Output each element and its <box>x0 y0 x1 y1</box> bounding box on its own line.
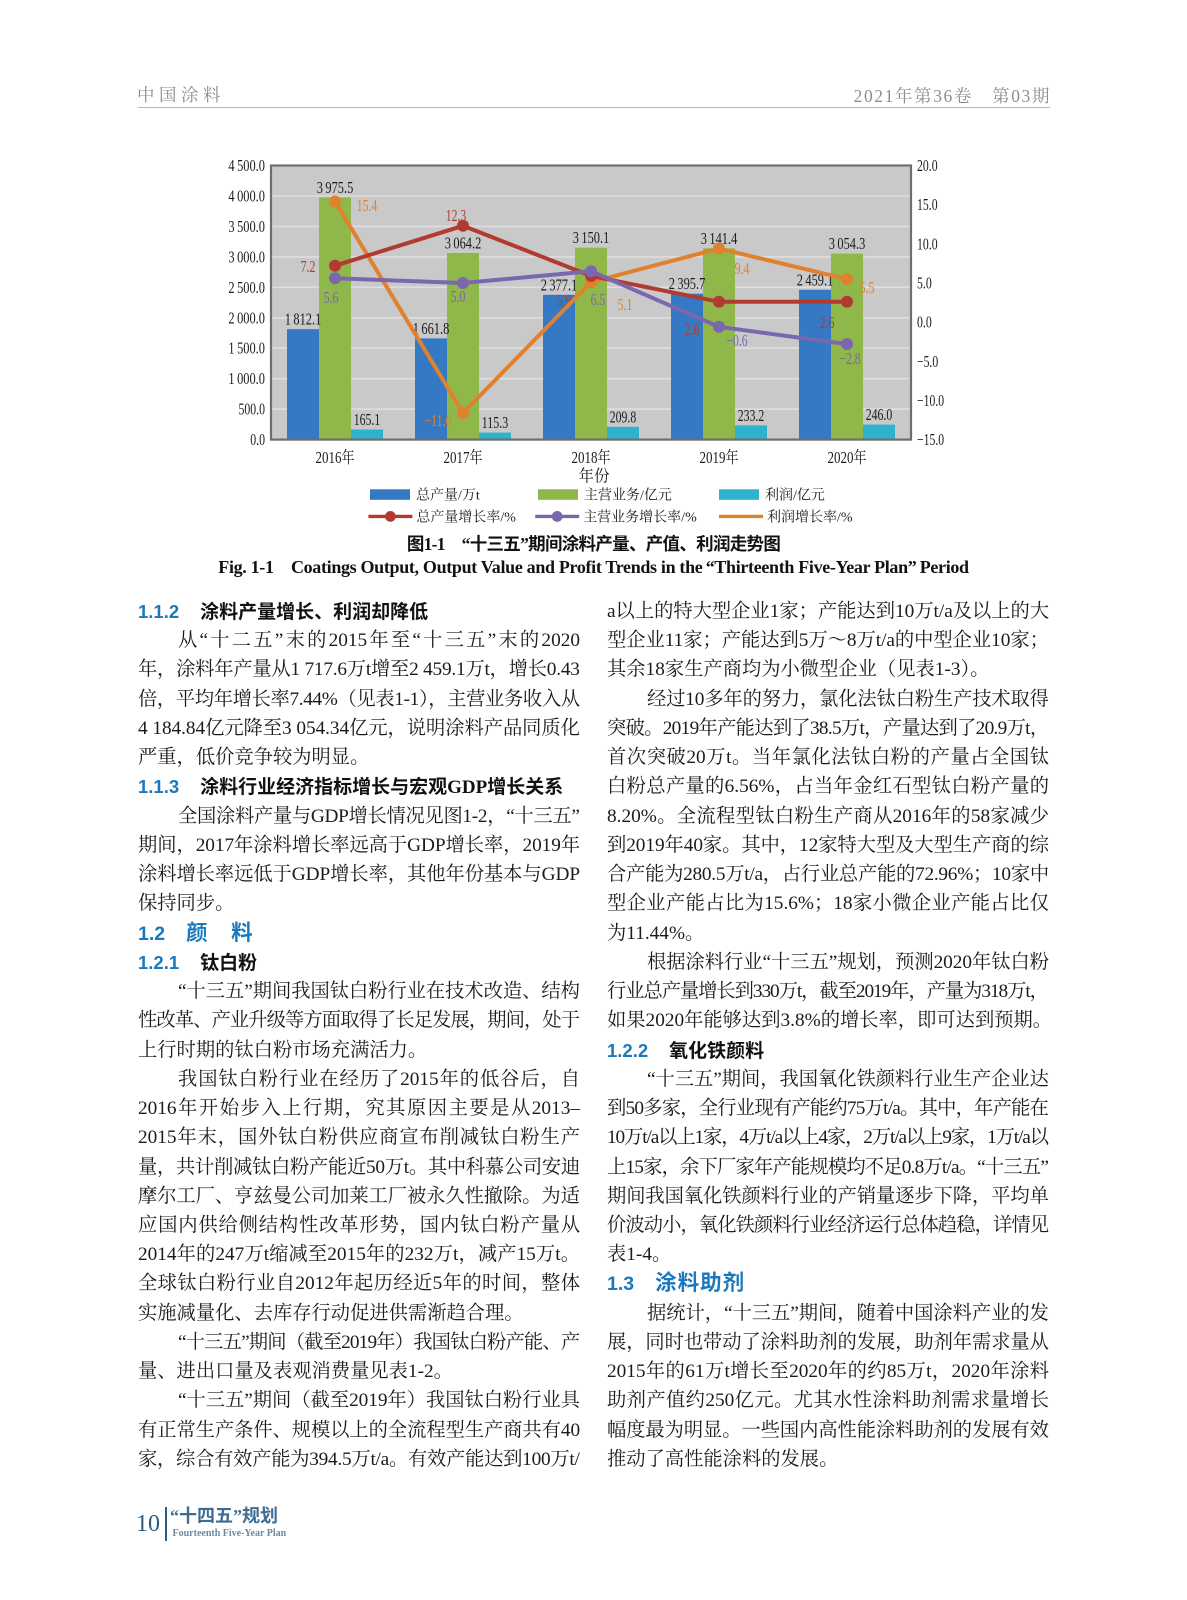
svg-text:−15.0: −15.0 <box>917 430 944 449</box>
svg-text:2.6: 2.6 <box>820 313 835 332</box>
svg-text:6.5: 6.5 <box>591 290 606 309</box>
svg-text:年份: 年份 <box>579 466 610 486</box>
svg-text:10.0: 10.0 <box>917 234 938 253</box>
svg-text:115.3: 115.3 <box>482 413 509 432</box>
svg-text:165.1: 165.1 <box>354 410 381 429</box>
svg-text:5.0: 5.0 <box>451 287 466 306</box>
svg-text:233.2: 233.2 <box>738 406 765 425</box>
svg-text:−0.6: −0.6 <box>726 331 747 350</box>
svg-text:7.2: 7.2 <box>301 257 316 276</box>
svg-text:3 000.0: 3 000.0 <box>228 247 265 266</box>
svg-text:209.8: 209.8 <box>610 407 637 426</box>
svg-text:15.4: 15.4 <box>357 196 378 215</box>
svg-text:2 377.1: 2 377.1 <box>541 275 578 294</box>
svg-text:利润增长率/%: 利润增长率/% <box>767 509 853 526</box>
svg-text:2020年: 2020年 <box>828 447 867 467</box>
svg-text:−2.8: −2.8 <box>839 349 860 368</box>
svg-text:15.0: 15.0 <box>917 195 938 214</box>
svg-text:总产量增长率/%: 总产量增长率/% <box>416 509 516 526</box>
svg-text:2.6: 2.6 <box>685 320 700 339</box>
svg-text:4 000.0: 4 000.0 <box>228 187 265 206</box>
svg-text:500.0: 500.0 <box>239 400 266 419</box>
svg-text:5.6: 5.6 <box>324 288 339 307</box>
svg-text:总产量/万t: 总产量/万t <box>416 487 480 504</box>
svg-text:1 500.0: 1 500.0 <box>228 339 265 358</box>
svg-text:1 812.1: 1 812.1 <box>285 310 322 329</box>
svg-text:5.5: 5.5 <box>860 278 875 297</box>
svg-text:3 500.0: 3 500.0 <box>228 217 265 236</box>
svg-text:主营业务/亿元: 主营业务/亿元 <box>584 487 672 504</box>
svg-text:1 000.0: 1 000.0 <box>228 369 265 388</box>
svg-text:5.1: 5.1 <box>618 295 633 314</box>
svg-text:3 150.1: 3 150.1 <box>573 228 610 247</box>
svg-text:246.0: 246.0 <box>866 405 893 424</box>
svg-text:2018年: 2018年 <box>572 447 611 467</box>
svg-text:3 141.4: 3 141.4 <box>701 229 738 248</box>
svg-text:2017年: 2017年 <box>444 447 483 467</box>
svg-text:主营业务增长率/%: 主营业务增长率/% <box>583 509 697 526</box>
svg-text:20.0: 20.0 <box>917 156 938 175</box>
svg-text:−10.0: −10.0 <box>917 391 944 410</box>
svg-text:0.0: 0.0 <box>250 430 265 449</box>
svg-text:2019年: 2019年 <box>700 447 739 467</box>
svg-text:5.0: 5.0 <box>917 274 932 293</box>
svg-text:2 395.7: 2 395.7 <box>669 274 706 293</box>
svg-text:−11.6: −11.6 <box>424 411 451 430</box>
svg-text:利润/亿元: 利润/亿元 <box>765 487 825 504</box>
svg-text:3 975.5: 3 975.5 <box>317 178 354 197</box>
svg-text:1 661.8: 1 661.8 <box>413 319 450 338</box>
svg-text:0.0: 0.0 <box>917 313 932 332</box>
svg-text:9.4: 9.4 <box>735 259 750 278</box>
svg-text:−5.0: −5.0 <box>917 352 938 371</box>
svg-text:3 064.2: 3 064.2 <box>445 234 482 253</box>
svg-text:2 000.0: 2 000.0 <box>228 308 265 327</box>
svg-text:3 054.3: 3 054.3 <box>829 234 866 253</box>
svg-text:2 500.0: 2 500.0 <box>228 278 265 297</box>
svg-text:2016年: 2016年 <box>316 447 355 467</box>
svg-text:4 500.0: 4 500.0 <box>228 156 265 175</box>
